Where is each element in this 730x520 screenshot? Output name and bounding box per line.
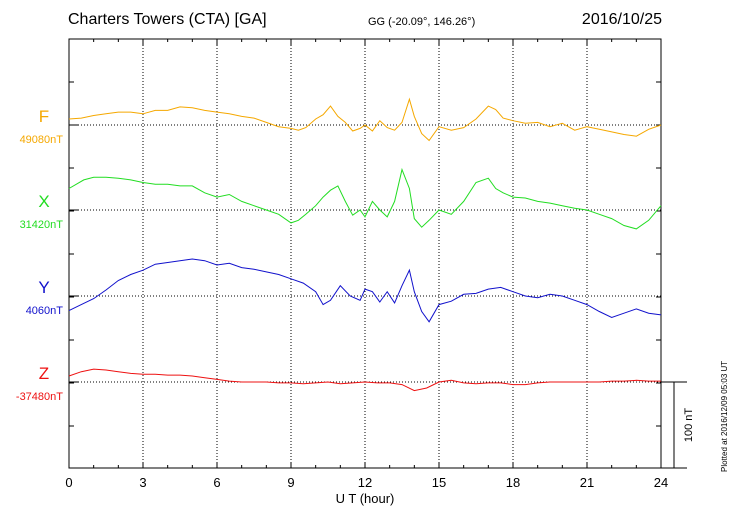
x-tick-label: 9 <box>287 475 294 490</box>
station-title: Charters Towers (CTA) [GA] <box>68 11 267 28</box>
series-label-f: F <box>39 107 49 126</box>
baseline-value-z: -37480nT <box>16 391 63 403</box>
plotted-timestamp: Plotted at 2016/12/09 05:03 UT <box>720 360 729 472</box>
station-coordinates: GG (-20.09°, 146.26°) <box>368 16 476 28</box>
baseline-value-y: 4060nT <box>26 305 64 317</box>
series-label-z: Z <box>39 364 49 383</box>
series-line-f <box>68 97 662 142</box>
x-tick-label: 21 <box>580 475 594 490</box>
x-tick-label: 12 <box>358 475 372 490</box>
plot-date: 2016/10/25 <box>581 11 662 28</box>
x-tick-label: 24 <box>654 475 668 490</box>
series-label-y: Y <box>38 278 49 297</box>
series-line-z <box>68 368 661 392</box>
series-line-x <box>68 167 662 230</box>
x-tick-label: 0 <box>65 475 72 490</box>
scale-bar-label: 100 nT <box>683 408 695 443</box>
x-tick-label: 18 <box>506 475 520 490</box>
baseline-value-f: 49080nT <box>20 134 64 146</box>
plot-frame <box>68 38 662 469</box>
baseline-value-x: 31420nT <box>20 219 64 231</box>
series-label-x: X <box>38 192 49 211</box>
x-tick-label: 6 <box>213 475 220 490</box>
x-tick-label: 3 <box>139 475 146 490</box>
series-line-y <box>68 258 662 323</box>
x-tick-label: 15 <box>432 475 446 490</box>
x-axis-label: U T (hour) <box>336 491 395 506</box>
